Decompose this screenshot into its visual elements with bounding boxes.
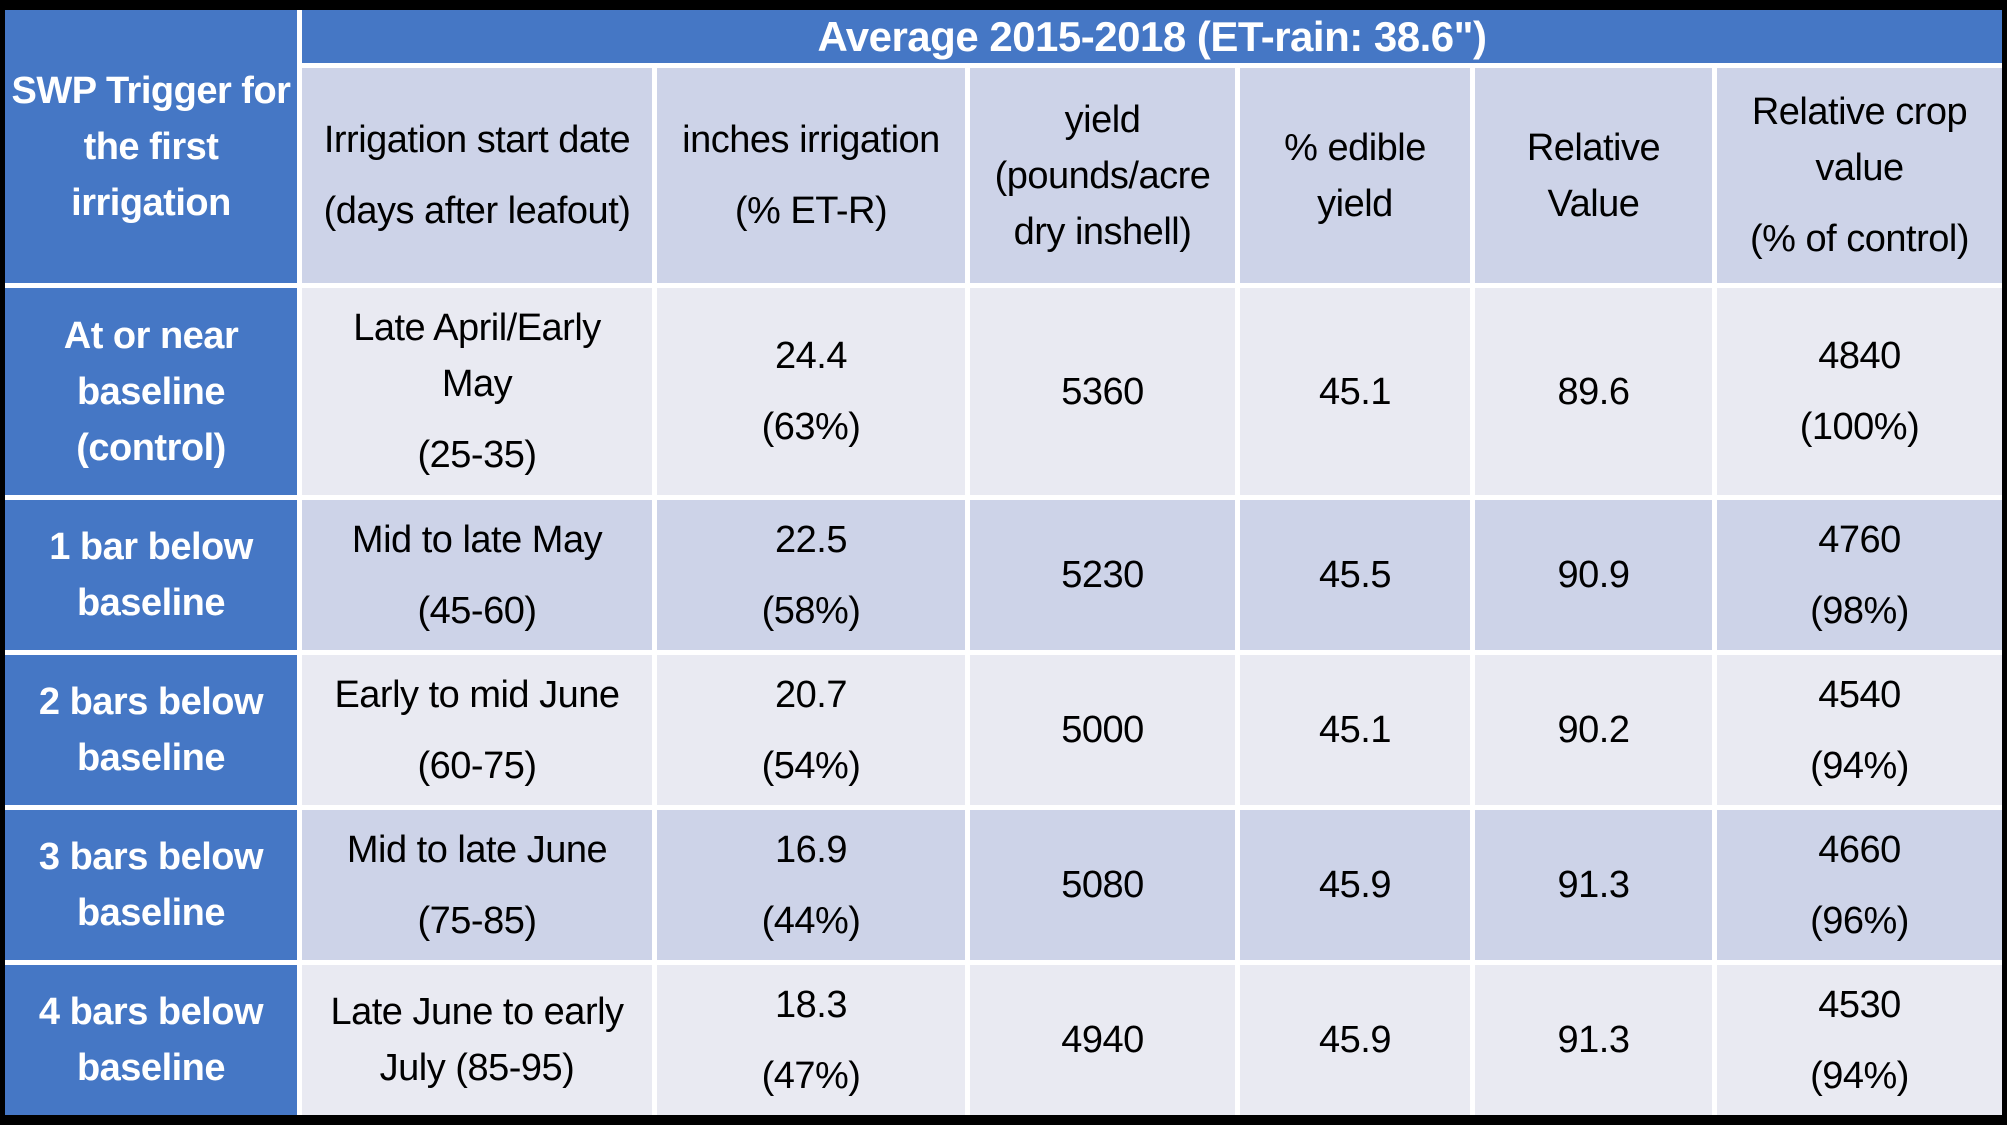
table-cell-4bars-relative-value: 91.3 <box>1475 965 1712 1115</box>
table-cell-control-yield: 5360 <box>970 288 1235 495</box>
row-label-1-bar-below: 1 bar below baseline <box>5 500 297 650</box>
table-cell-1bar-edible: 45.5 <box>1240 500 1470 650</box>
table-cell-3bars-start-date: Mid to late June (75-85) <box>302 810 652 960</box>
column-header-irrigation-start-date: Irrigation start date (days after leafout… <box>302 68 652 283</box>
table-cell-4bars-edible: 45.9 <box>1240 965 1470 1115</box>
table-cell-4bars-inches: 18.3 (47%) <box>657 965 965 1115</box>
column-header-relative-value: Relative Value <box>1475 68 1712 283</box>
table-cell-1bar-relative-value: 90.9 <box>1475 500 1712 650</box>
table-cell-control-crop-value: 4840 (100%) <box>1717 288 2002 495</box>
row-label-2-bars-below: 2 bars below baseline <box>5 655 297 805</box>
table-cell-control-relative-value: 89.6 <box>1475 288 1712 495</box>
column-header-relative-crop-value: Relative crop value (% of control) <box>1717 68 2002 283</box>
table-cell-3bars-relative-value: 91.3 <box>1475 810 1712 960</box>
table-cell-4bars-yield: 4940 <box>970 965 1235 1115</box>
column-header-inches-irrigation: inches irrigation (% ET-R) <box>657 68 965 283</box>
column-header-yield: yield (pounds/acre dry inshell) <box>970 68 1235 283</box>
table-cell-3bars-inches: 16.9 (44%) <box>657 810 965 960</box>
table-cell-3bars-yield: 5080 <box>970 810 1235 960</box>
table-cell-2bars-crop-value: 4540 (94%) <box>1717 655 2002 805</box>
row-label-control: At or near baseline (control) <box>5 288 297 495</box>
table-cell-2bars-relative-value: 90.2 <box>1475 655 1712 805</box>
table-cell-2bars-yield: 5000 <box>970 655 1235 805</box>
table-cell-2bars-edible: 45.1 <box>1240 655 1470 805</box>
table-cell-1bar-start-date: Mid to late May (45-60) <box>302 500 652 650</box>
table-cell-control-edible: 45.1 <box>1240 288 1470 495</box>
row-label-3-bars-below: 3 bars below baseline <box>5 810 297 960</box>
row-label-4-bars-below: 4 bars below baseline <box>5 965 297 1115</box>
table-cell-3bars-edible: 45.9 <box>1240 810 1470 960</box>
table-cell-control-inches: 24.4 (63%) <box>657 288 965 495</box>
table-title-cell: Average 2015-2018 (ET-rain: 38.6") <box>302 10 2002 63</box>
irrigation-results-table: SWP Trigger for the first irrigation Avera… <box>5 10 2002 1115</box>
table-cell-1bar-inches: 22.5 (58%) <box>657 500 965 650</box>
table-cell-2bars-inches: 20.7 (54%) <box>657 655 965 805</box>
table-cell-1bar-yield: 5230 <box>970 500 1235 650</box>
table-cell-4bars-crop-value: 4530 (94%) <box>1717 965 2002 1115</box>
table-cell-2bars-start-date: Early to mid June (60-75) <box>302 655 652 805</box>
column-header-edible-yield: % edible yield <box>1240 68 1470 283</box>
table-cell-4bars-start-date: Late June to early July (85-95) <box>302 965 652 1115</box>
table-cell-3bars-crop-value: 4660 (96%) <box>1717 810 2002 960</box>
table-cell-1bar-crop-value: 4760 (98%) <box>1717 500 2002 650</box>
table-cell-control-start-date: Late April/Early May (25-35) <box>302 288 652 495</box>
corner-header-swp-trigger: SWP Trigger for the first irrigation <box>5 10 297 283</box>
table-title: Average 2015-2018 (ET-rain: 38.6") <box>817 12 1487 60</box>
